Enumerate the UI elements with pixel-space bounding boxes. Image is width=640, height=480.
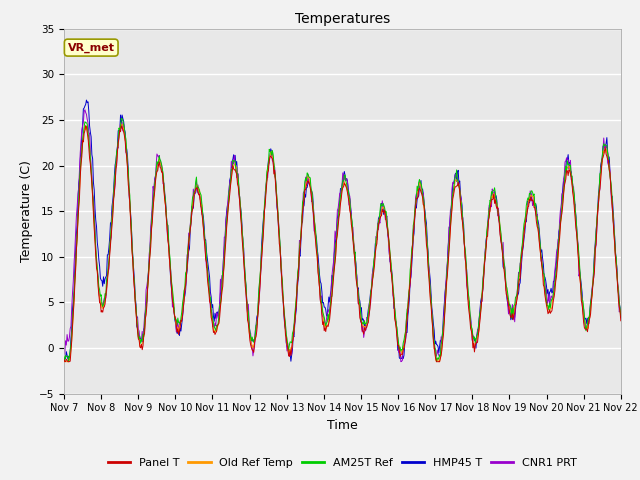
Old Ref Temp xyxy=(617,312,625,317)
Panel T xyxy=(186,233,193,239)
AM25T Ref xyxy=(71,276,79,282)
HMP45 T xyxy=(60,356,68,361)
CNR1 PRT xyxy=(617,309,625,314)
Old Ref Temp xyxy=(60,359,68,364)
Panel T xyxy=(412,206,419,212)
CNR1 PRT xyxy=(397,359,404,365)
HMP45 T xyxy=(428,305,436,311)
AM25T Ref xyxy=(428,311,436,316)
Old Ref Temp xyxy=(61,359,68,365)
CNR1 PRT xyxy=(412,194,419,200)
Old Ref Temp xyxy=(412,201,419,207)
Panel T xyxy=(617,318,625,324)
Old Ref Temp xyxy=(71,276,79,281)
Y-axis label: Temperature (C): Temperature (C) xyxy=(20,160,33,262)
Old Ref Temp xyxy=(186,232,193,238)
HMP45 T xyxy=(185,248,193,254)
CNR1 PRT xyxy=(128,248,136,253)
CNR1 PRT xyxy=(70,261,78,266)
AM25T Ref xyxy=(617,314,625,320)
HMP45 T xyxy=(412,204,419,210)
Legend: Panel T, Old Ref Temp, AM25T Ref, HMP45 T, CNR1 PRT: Panel T, Old Ref Temp, AM25T Ref, HMP45 … xyxy=(104,454,581,473)
Panel T xyxy=(71,282,79,288)
HMP45 T xyxy=(128,241,136,247)
Old Ref Temp xyxy=(428,312,436,318)
Line: Old Ref Temp: Old Ref Temp xyxy=(64,124,621,362)
Old Ref Temp xyxy=(129,259,137,265)
HMP45 T xyxy=(287,359,295,364)
Line: AM25T Ref: AM25T Ref xyxy=(64,118,621,362)
AM25T Ref xyxy=(215,313,223,319)
Old Ref Temp xyxy=(215,319,223,325)
CNR1 PRT xyxy=(81,107,89,113)
AM25T Ref xyxy=(412,200,419,206)
Panel T xyxy=(61,359,68,365)
AM25T Ref xyxy=(65,359,72,365)
X-axis label: Time: Time xyxy=(327,419,358,432)
HMP45 T xyxy=(83,97,90,103)
AM25T Ref xyxy=(118,115,125,121)
Panel T xyxy=(60,357,68,362)
Line: HMP45 T: HMP45 T xyxy=(64,100,621,361)
Panel T xyxy=(428,315,436,321)
HMP45 T xyxy=(617,310,625,316)
CNR1 PRT xyxy=(60,344,68,350)
Line: CNR1 PRT: CNR1 PRT xyxy=(64,110,621,362)
Line: Panel T: Panel T xyxy=(64,126,621,362)
Old Ref Temp xyxy=(116,121,124,127)
AM25T Ref xyxy=(186,231,193,237)
Panel T xyxy=(129,260,137,265)
AM25T Ref xyxy=(60,354,68,360)
HMP45 T xyxy=(214,313,222,319)
CNR1 PRT xyxy=(428,310,436,316)
Panel T xyxy=(82,123,90,129)
Panel T xyxy=(215,321,223,326)
AM25T Ref xyxy=(129,255,137,261)
CNR1 PRT xyxy=(214,315,222,321)
HMP45 T xyxy=(70,288,78,294)
CNR1 PRT xyxy=(185,230,193,236)
Text: VR_met: VR_met xyxy=(68,43,115,53)
Title: Temperatures: Temperatures xyxy=(295,12,390,26)
